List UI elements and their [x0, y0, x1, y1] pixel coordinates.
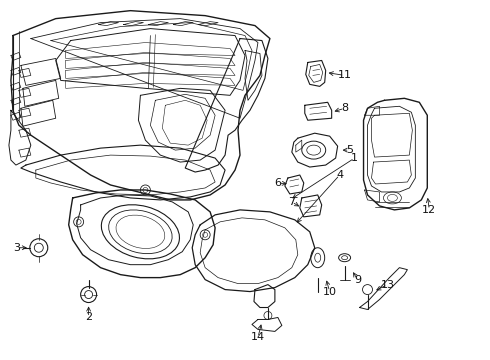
Text: 13: 13: [380, 280, 394, 289]
Text: 11: 11: [338, 71, 352, 80]
Text: 9: 9: [354, 275, 361, 285]
Text: 10: 10: [323, 287, 337, 297]
Text: 5: 5: [346, 145, 353, 155]
Text: 14: 14: [251, 332, 265, 342]
Text: 3: 3: [13, 243, 21, 253]
Text: 12: 12: [422, 205, 437, 215]
Text: 8: 8: [341, 103, 348, 113]
Text: 4: 4: [336, 170, 343, 180]
Text: 7: 7: [288, 197, 295, 207]
Text: 2: 2: [85, 312, 92, 323]
Text: 1: 1: [351, 153, 358, 163]
Text: 6: 6: [274, 178, 281, 188]
